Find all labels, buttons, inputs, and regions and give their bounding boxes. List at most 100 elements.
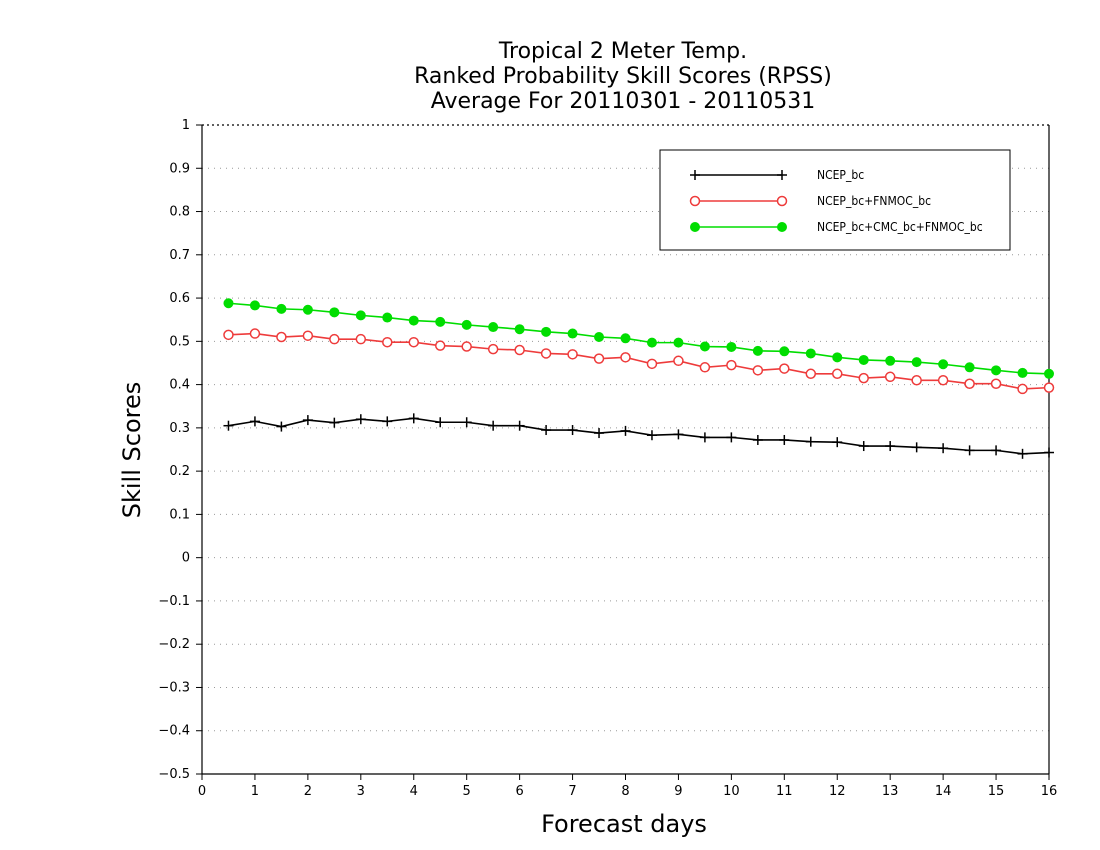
data-point [779,434,790,445]
data-point [276,331,287,343]
title-line-2: Ranked Probability Skill Scores (RPSS) [414,64,832,89]
data-point [858,354,869,365]
data-point [302,304,313,315]
data-point [382,312,393,323]
data-point [964,362,975,373]
legend-item: NCEP_bc [690,168,864,182]
x-tick-label: 12 [829,784,846,799]
data-point [964,378,975,389]
data-point [699,362,711,373]
data-point [223,420,234,431]
series-NCEP_bc [223,413,1054,459]
series-NCEP_bc+CMC_bc+FNMOC_bc [223,298,1054,379]
title-line-1: Tropical 2 Meter Temp. [498,39,747,64]
x-tick-label: 1 [251,784,259,799]
x-tick-label: 7 [568,784,576,799]
y-tick-label: 1 [182,118,190,133]
y-tick-label: 0.3 [169,421,190,436]
data-point [911,375,922,386]
point-marker [777,170,787,180]
data-point [673,355,684,367]
data-point [408,315,419,326]
data-point [726,359,737,371]
data-point [646,337,657,348]
data-point [567,349,578,360]
data-point [567,328,578,339]
data-point [488,420,499,431]
data-point [461,319,472,330]
data-point [594,332,605,343]
data-point [541,425,552,436]
y-tick-label: 0.5 [169,334,190,349]
data-point [249,416,260,427]
data-point [1043,382,1055,393]
y-tick-label: −0.3 [158,680,190,695]
data-point [990,378,1002,389]
point-marker [689,195,701,207]
data-point [461,341,472,352]
data-point [276,421,287,432]
x-tick-label: 15 [988,784,1005,799]
data-point [646,358,658,370]
x-axis-title: Forecast days [541,810,707,838]
y-tick-label: 0.7 [169,248,190,263]
data-point [249,328,261,339]
legend-box [659,149,1011,251]
data-point [805,368,817,380]
data-point [832,352,843,363]
data-point [1017,367,1028,378]
legend: NCEP_bc NCEP_bc+FNMOC_bc NCEP_bc+CMC_bc+FN… [659,149,1011,251]
y-tick-label: −0.4 [158,724,190,739]
data-point [938,359,949,370]
x-tick-label: 16 [1041,784,1058,799]
legend-label: NCEP_bc+CMC_bc+FNMOC_bc [817,220,983,234]
y-axis-title: Skill Scores [118,382,146,519]
data-point [991,365,1002,376]
data-point [673,337,684,348]
x-tick-label: 9 [674,784,682,799]
data-point [991,445,1002,456]
y-tick-label: 0 [182,551,190,566]
data-point [937,375,949,386]
data-point [1044,368,1054,379]
data-point [752,365,764,376]
data-point [1044,447,1054,458]
data-point [594,428,605,439]
data-point [249,300,260,311]
x-tick-label: 13 [882,784,899,799]
data-point [699,341,710,352]
y-tick-label: 0.1 [169,507,190,522]
data-point [858,441,869,452]
data-point [911,442,922,453]
data-point [752,345,763,356]
x-tick-label: 8 [621,784,629,799]
y-tick-label: −0.1 [158,594,190,609]
data-point [355,333,367,345]
data-point [461,417,472,428]
data-point [779,346,790,357]
y-tick-label: 0.6 [169,291,190,306]
point-marker [690,170,700,180]
x-tick-label: 0 [198,784,206,799]
chart-title: Tropical 2 Meter Temp. Ranked Probabilit… [414,39,832,114]
data-point [964,445,975,456]
grid [202,167,1049,732]
series [223,298,1055,459]
data-point [329,307,340,318]
x-tick-label: 5 [463,784,471,799]
data-point [832,368,843,380]
data-point [329,417,340,428]
data-point [646,430,657,441]
x-tick-label: 3 [357,784,365,799]
data-point [382,416,393,427]
data-point [884,371,896,383]
data-point [620,333,631,344]
point-marker [690,222,700,232]
y-tick-label: −0.2 [158,637,190,652]
data-point [540,348,552,359]
x-tick-label: 4 [410,784,418,799]
ticks: −0.5 −0.4 −0.3 −0.2 −0.1 0 0.1 0.2 0.3 0.4 0.5 0.6 0… [158,118,1057,799]
data-point [620,425,631,436]
data-point [434,340,446,351]
